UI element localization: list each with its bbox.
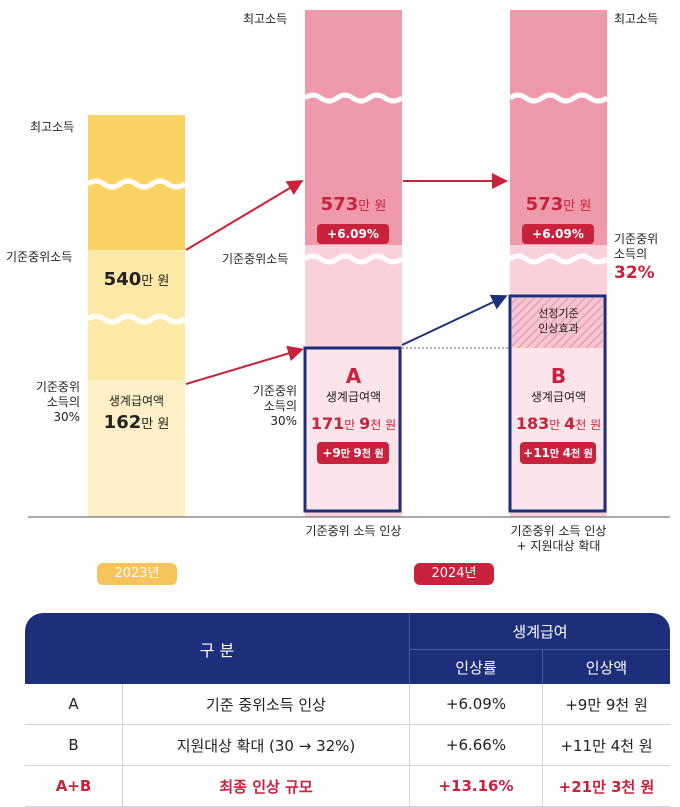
table-cell-key: A [25, 684, 123, 725]
label-top-income-mid: 최고소득 [243, 12, 288, 26]
label-pct32-right: 기준중위 소득의 32% [614, 232, 658, 284]
box-a [303, 346, 402, 513]
effect-label: 선정기준 인상효과 [510, 306, 607, 336]
year-badge-2024: 2024년 [414, 563, 494, 585]
arrow-benefit-1 [185, 345, 304, 385]
label-pct32-line1: 기준중위 [614, 232, 659, 246]
bar-right-upper [510, 10, 607, 245]
bar-2023-benefit [88, 380, 185, 517]
table-cell-rate: +6.09% [409, 684, 543, 725]
wave-mid-2 [303, 253, 404, 265]
benefit-label-a: 생계급여액 [325, 390, 382, 404]
table-cell-key: A+B [25, 765, 123, 807]
table-header-group: 생계급여 [409, 613, 670, 650]
value-573-right: 573만 원 [525, 194, 592, 215]
effect-label-line1: 선정기준 [538, 307, 579, 320]
label-pct30-mid-line3: 30% [270, 414, 297, 428]
table-row: A+B 최종 인상 규모 +13.16% +21만 3천 원 [25, 765, 670, 807]
label-pct30-mid: 기준중위 소득의 30% [235, 384, 297, 429]
bar-mid-upper [305, 10, 402, 245]
caption-right-line1: 기준중위 소득 인상 [510, 524, 607, 538]
label-pct32-line3: 32% [614, 263, 655, 283]
tag-a: A [345, 364, 362, 388]
caption-right-line2: + 지원대상 확대 [516, 539, 601, 553]
table-header-amount: 인상액 [542, 649, 670, 684]
label-pct30-mid-line2: 소득의 [263, 399, 297, 413]
change-pill-right: +6.09% [522, 224, 594, 244]
wave-right-2 [508, 253, 609, 265]
change-pill-b: +11만 4천 원 [520, 442, 596, 464]
label-pct30-line1: 기준중위 [35, 380, 80, 394]
label-median-mid: 기준중위소득 [222, 252, 289, 266]
label-pct30-line2: 소득의 [46, 395, 80, 409]
arrow-benefit-2 [401, 294, 508, 346]
label-pct30-mid-line1: 기준중위 [252, 384, 297, 398]
label-pct32-line2: 소득의 [614, 247, 648, 261]
benefit-label-2023: 생계급여액 [108, 394, 165, 408]
effect-hatch [512, 298, 603, 348]
table-cell-desc: 기준 중위소득 인상 [122, 684, 410, 725]
table-cell-amount: +9만 9천 원 [542, 684, 670, 725]
wave-2023-2 [86, 313, 187, 325]
wave-mid-1 [303, 92, 404, 104]
label-pct30-2023: 기준중위 소득의 30% [20, 380, 80, 425]
year-badge-2023: 2023년 [97, 563, 177, 585]
summary-table: 구 분 생계급여 인상률 인상액 A 기준 중위소득 인상 +6.09% +9만… [25, 613, 670, 807]
label-top-income-right: 최고소득 [614, 12, 659, 26]
table-row: B 지원대상 확대 (30 → 32%) +6.66% +11만 4천 원 [25, 724, 670, 766]
value-573-mid: 573만 원 [320, 194, 387, 215]
table-cell-desc: 지원대상 확대 (30 → 32%) [122, 724, 410, 766]
benefit-label-b: 생계급여액 [530, 390, 587, 404]
change-pill-a: +9만 9천 원 [317, 442, 389, 464]
table-cell-rate: +6.66% [409, 724, 543, 766]
label-pct30-line3: 30% [53, 410, 80, 424]
value-162: 162만 원 [103, 412, 170, 433]
value-a: 171만 9천 원 [310, 414, 397, 433]
table-cell-key: B [25, 724, 123, 766]
table-cell-desc: 최종 인상 규모 [122, 765, 410, 807]
label-median-2023: 기준중위소득 [6, 250, 73, 264]
table-row: A 기준 중위소득 인상 +6.09% +9만 9천 원 [25, 684, 670, 725]
value-b: 183만 4천 원 [515, 414, 602, 433]
change-pill-mid: +6.09% [317, 224, 389, 244]
caption-mid: 기준중위 소득 인상 [305, 524, 402, 538]
wave-right-1 [508, 92, 609, 104]
tag-b: B [550, 364, 567, 388]
table-cell-amount: +11만 4천 원 [542, 724, 670, 766]
effect-label-line2: 인상효과 [538, 322, 579, 335]
wave-2023-1 [86, 178, 187, 190]
chart-graphics [28, 10, 670, 518]
table-cell-rate: +13.16% [409, 765, 543, 807]
caption-right: 기준중위 소득 인상 + 지원대상 확대 [480, 524, 637, 554]
value-540: 540만 원 [103, 269, 170, 290]
table-header-rate: 인상률 [409, 649, 543, 684]
table-header-category: 구 분 [25, 613, 410, 684]
arrow-median-1 [185, 179, 304, 251]
label-top-income-2023: 최고소득 [30, 120, 75, 134]
table-cell-amount: +21만 3천 원 [542, 765, 670, 807]
